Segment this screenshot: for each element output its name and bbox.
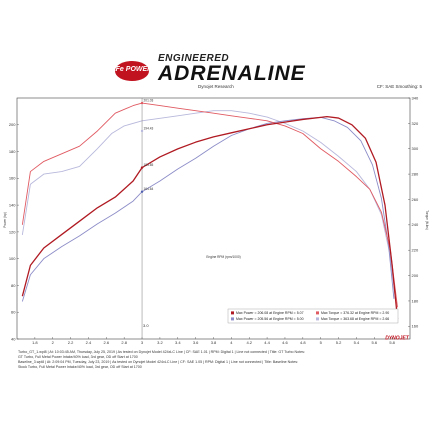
legend-entry: Max Power = 206.08 at Engine RPM = 5.07 (236, 311, 304, 315)
y-right-tick-label: 180 (412, 298, 419, 303)
plot-frame (16, 97, 411, 340)
y-right-tick-label: 240 (412, 222, 419, 227)
cursor-marker (140, 190, 144, 193)
x-tick-label: 3.8 (211, 340, 217, 345)
x-tick-label: 2.6 (104, 340, 110, 345)
header-left: Dynojet Research (198, 84, 234, 89)
stamp-text: DYNOJET (385, 336, 410, 342)
x-axis-label: Engine RPM (rpm/1000) (206, 255, 240, 259)
legend-entry: Max Torque = 376.32 at Engine RPM = 2.90 (321, 311, 389, 315)
x-tick-label: 5.4 (354, 340, 360, 345)
legend-entry: Max Torque = 363.68 at Engine RPM = 2.66 (321, 317, 389, 321)
cursor-readout: 194.43 (144, 126, 154, 130)
x-tick-label: 2.4 (86, 340, 92, 345)
y-left-tick-label: 120 (9, 229, 16, 234)
legend-entry: Max Power = 205.56 at Engine RPM = 5.00 (236, 317, 304, 321)
x-tick-label: 3 (141, 340, 144, 345)
plot-border (16, 97, 411, 340)
x-tick-label: 5.6 (371, 340, 377, 345)
y-left-axis-label: Power (hp) (3, 212, 7, 228)
run-note-line: Baseline_3.wpl8 | At: 2:09:04 PM, Tuesda… (18, 360, 299, 364)
y-left-tick-label: 60 (11, 310, 16, 315)
series-line (21, 102, 398, 308)
legend-box (227, 308, 399, 324)
y-left-tick-label: 200 (9, 122, 16, 127)
y-right-tick-label: 320 (412, 121, 419, 126)
y-right-tick-label: 220 (412, 248, 419, 253)
dyno-chart: 1.8 2 2.2 2.4 2.6 2.8 3 3.2 3.4 3.6 3.8 4 4.2 4.4 4.6 4… (3, 95, 429, 345)
y-left-tick-label: 180 (9, 149, 16, 154)
x-tick-label: 3.2 (157, 340, 163, 345)
series-line (21, 115, 399, 319)
badge-text: aFe POWER (112, 66, 152, 73)
cursor-marker (140, 166, 144, 169)
header-right: CF: SAE Smoothing: 5 (376, 84, 422, 89)
brand-title: ADRENALINE (157, 62, 306, 85)
y-right-tick-label: 200 (412, 273, 419, 278)
legend-swatch (231, 311, 234, 315)
x-tick-label: 4.2 (246, 340, 252, 345)
x-tick-label: 2.2 (68, 340, 74, 345)
x-tick-label: 4 (230, 340, 233, 345)
x-tick-label: 2 (52, 340, 55, 345)
x-tick-label: 2.8 (121, 340, 127, 345)
x-tick-label: 4.8 (300, 340, 306, 345)
y-right-tick-label: 160 (412, 324, 419, 329)
cursor-readout: 183.65 (144, 163, 154, 167)
y-right-tick-label: 340 (412, 95, 419, 100)
y-left-tick-label: 80 (11, 283, 16, 288)
dynojet-stamp: DYNOJET (385, 336, 410, 342)
legend: Max Power = 206.08 at Engine RPM = 5.07 M… (227, 308, 399, 324)
y-left-tick-label: 100 (9, 256, 16, 261)
cursor-readout: 164.64 (144, 187, 154, 191)
x-tick-label: 4.6 (282, 340, 288, 345)
run-note-line: Stock Turbo, Full Metal Power Intake/40%… (18, 365, 142, 369)
axis-ticks: 1.8 2 2.2 2.4 2.6 2.8 3 3.2 3.4 3.6 3.8 4 4.2 4.4 4.6 4… (3, 95, 429, 345)
run-notes: Turbo_GT_1.wpl8 | At: 10:03:45 AM, Thurs… (18, 350, 418, 370)
y-left-tick-label: 40 (11, 336, 16, 341)
x-tick-label: 4.4 (264, 340, 270, 345)
x-tick-label: 5 (320, 340, 323, 345)
y-left-tick-label: 140 (9, 203, 16, 208)
x-tick-label: 3.6 (193, 340, 199, 345)
run-note-line: GT Turbo, Full Metal Power Intake/40% lo… (18, 355, 138, 359)
cursor-marker (140, 101, 144, 105)
legend-swatch (231, 317, 234, 321)
cursor-marker (140, 129, 144, 133)
x-tick-label: 5.2 (336, 340, 342, 345)
brand-logo: aFe POWER ENGINEERED ADRENALINE (112, 53, 306, 85)
legend-swatch (316, 317, 319, 321)
y-right-axis-label: Torque (ft-lbs) (425, 210, 429, 230)
series-lines (21, 102, 399, 319)
y-right-tick-label: 260 (412, 197, 419, 202)
x-tick-label: 3.4 (175, 340, 181, 345)
cursor-readout: 201.03 (144, 99, 154, 103)
x-tick-label: 5.8 (389, 340, 395, 345)
legend-swatch (316, 311, 319, 315)
series-line (21, 110, 397, 302)
rpm-cursor: 3.0 201.03 194.43 183.65 164.64 (140, 98, 154, 339)
x-tick-label: 1.8 (32, 340, 38, 345)
afe-power-badge: aFe POWER (112, 61, 152, 81)
y-right-tick-label: 300 (412, 146, 419, 151)
series-line (21, 116, 395, 302)
y-right-tick-label: 280 (412, 172, 419, 177)
cursor-rpm-label: 3.0 (143, 323, 149, 328)
y-left-tick-label: 160 (9, 176, 16, 181)
brand-engineered: ENGINEERED (158, 53, 229, 64)
run-note-line: Turbo_GT_1.wpl8 | At: 10:03:45 AM, Thurs… (18, 350, 305, 354)
